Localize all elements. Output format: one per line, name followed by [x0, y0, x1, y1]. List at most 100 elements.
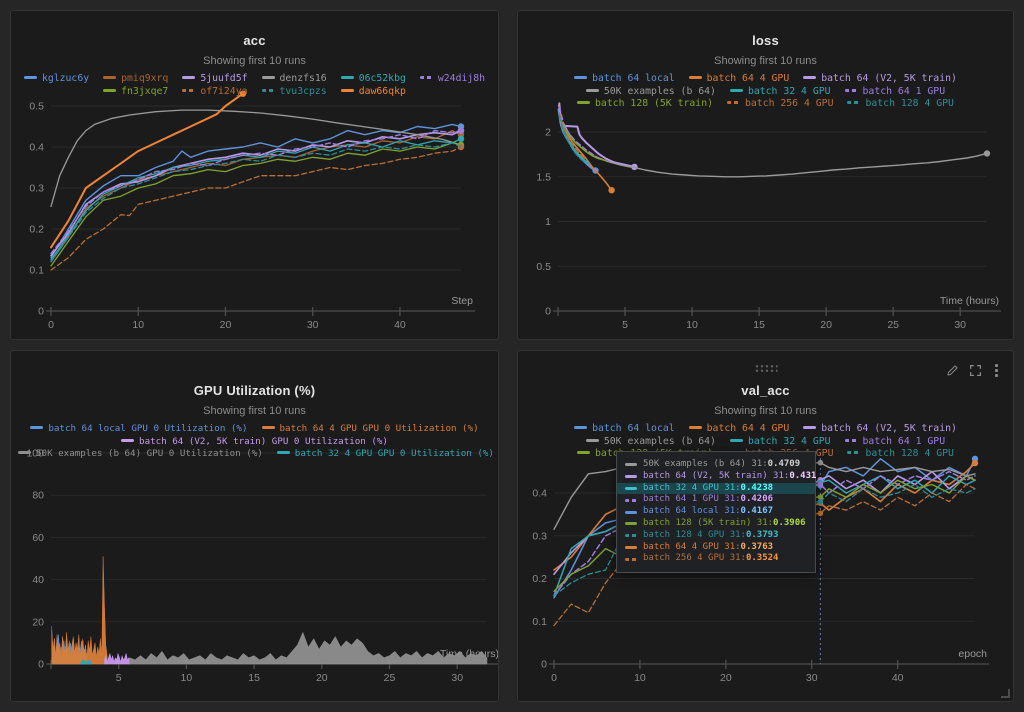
legend-item[interactable]: 50K examples (b 64) GPU 0 Utilization (%…	[18, 448, 263, 459]
tooltip-row: batch 64 4 GPU 31: 0.3763	[625, 542, 807, 554]
svg-text:80: 80	[32, 490, 44, 502]
legend-swatch	[30, 426, 44, 429]
svg-text:5: 5	[622, 319, 628, 331]
hover-tooltip: 50K examples (b 64) 31: 0.4709 batch 64 (…	[616, 451, 816, 574]
legend-item[interactable]: batch 64 (V2, 5K train)	[803, 423, 957, 434]
legend-label: kglzuc6y	[41, 73, 90, 84]
legend-swatch	[803, 426, 817, 429]
legend-item[interactable]: batch 256 4 GPU	[727, 98, 833, 109]
legend-item[interactable]: batch 64 1 GPU	[844, 85, 946, 97]
legend-item[interactable]: batch 64 (V2, 5K train) GPU 0 Utilizatio…	[121, 436, 388, 447]
legend-swatch	[844, 88, 858, 92]
legend-item[interactable]: batch 64 1 GPU	[844, 436, 945, 447]
legend-swatch	[727, 101, 740, 104]
legend-label: 06c52kbg	[358, 73, 406, 84]
legend-item[interactable]: batch 64 4 GPU	[688, 73, 789, 84]
tooltip-series-label: batch 32 4 GPU 31:	[643, 482, 741, 493]
legend-label: batch 64 4 GPU GPU 0 Utilization (%)	[279, 423, 479, 434]
legend-item[interactable]: batch 64 4 GPU	[688, 423, 789, 434]
legend-item[interactable]: kglzuc6y	[23, 73, 90, 84]
legend-label: batch 64 (V2, 5K train) GPU 0 Utilizatio…	[139, 435, 388, 447]
legend-item[interactable]: 50K examples (b 64)	[585, 436, 716, 447]
legend-item[interactable]: fn3jxqe7	[103, 86, 168, 97]
tooltip-series-label: 50K examples (b 64) 31:	[643, 459, 768, 469]
resize-corner-handle[interactable]	[1001, 689, 1010, 698]
legend-item[interactable]: batch 128 4 GPU	[847, 98, 954, 109]
legend-label: tvu3cpzs	[279, 85, 327, 97]
tooltip-swatch	[625, 475, 637, 479]
drag-handle[interactable]	[754, 364, 777, 372]
tooltip-swatch	[625, 510, 637, 514]
svg-text:0.4: 0.4	[532, 488, 547, 500]
legend-item[interactable]: tvu3cpzs	[261, 85, 327, 97]
tooltip-swatch	[625, 557, 637, 561]
svg-text:10: 10	[181, 672, 193, 684]
legend-item[interactable]: batch 128 4 GPU	[847, 448, 954, 459]
legend-label: 50K examples (b 64) GPU 0 Utilization (%…	[36, 448, 263, 459]
legend-label: batch 32 4 GPU	[747, 85, 831, 97]
legend-item[interactable]: batch 64 (V2, 5K train)	[803, 73, 957, 84]
tooltip-series-value: 0.4206	[740, 494, 774, 505]
svg-text:Step: Step	[451, 295, 473, 307]
legend-item[interactable]: batch 32 4 GPU GPU 0 Utilization (%)	[276, 448, 494, 459]
svg-text:20: 20	[316, 672, 328, 684]
legend-label: batch 64 (V2, 5K train)	[821, 423, 957, 434]
legend-label: fn3jxqe7	[121, 85, 169, 97]
legend-item[interactable]: denzfs16	[261, 73, 327, 84]
svg-text:30: 30	[307, 319, 319, 331]
svg-text:40: 40	[394, 319, 406, 331]
svg-text:0: 0	[48, 319, 54, 331]
svg-text:0: 0	[38, 659, 44, 671]
legend-swatch	[803, 76, 817, 79]
panel-gpu-utilization: GPU Utilization (%) Showing first 10 run…	[10, 350, 499, 702]
tooltip-series-label: batch 256 4 GPU 31:	[643, 553, 746, 564]
acc-plot-area[interactable]: 0 0.1 0.2 0.3 0.4 0.5 0 10 20 30 40 Step	[11, 11, 498, 339]
legend-label: daw66qkp	[358, 85, 406, 97]
legend-swatch	[103, 76, 117, 79]
legend-item[interactable]: batch 64 local	[574, 423, 675, 434]
legend-swatch	[261, 426, 275, 429]
svg-text:0.4: 0.4	[29, 142, 44, 154]
legend-label: 5juufd5f	[200, 73, 248, 84]
tooltip-series-value: 0.3763	[740, 541, 774, 552]
legend-item[interactable]: of7i24ya	[182, 86, 248, 97]
legend-item[interactable]: batch 64 4 GPU GPU 0 Utilization (%)	[261, 423, 479, 434]
tooltip-series-value: 0.3793	[745, 529, 779, 540]
edit-pencil-icon[interactable]	[946, 364, 959, 377]
legend-item[interactable]: 5juufd5f	[182, 73, 248, 84]
svg-text:100: 100	[26, 448, 44, 460]
legend-swatch	[688, 426, 702, 429]
legend-swatch	[729, 88, 743, 92]
legend-item[interactable]: batch 64 local	[574, 73, 675, 84]
legend-item[interactable]: batch 32 4 GPU	[729, 436, 831, 447]
legend-item[interactable]: pmiq9xrq	[103, 73, 168, 84]
fullscreen-icon[interactable]	[969, 364, 982, 377]
svg-text:20: 20	[32, 616, 44, 628]
legend-item[interactable]: 06c52kbg	[340, 73, 406, 84]
legend-item[interactable]: 50K examples (b 64)	[585, 85, 716, 97]
legend-item[interactable]: daw66qkp	[340, 85, 406, 97]
tooltip-series-label: batch 128 (5K train) 31:	[643, 517, 774, 528]
tooltip-row: batch 32 4 GPU 31: 0.4238	[617, 482, 815, 495]
kebab-menu-icon[interactable]	[992, 363, 1001, 378]
svg-text:0.3: 0.3	[29, 183, 44, 195]
legend-label: 50K examples (b 64)	[603, 85, 716, 97]
legend-label: batch 64 local GPU 0 Utilization (%)	[48, 423, 248, 434]
legend-swatch	[261, 88, 275, 92]
legend-item[interactable]: batch 64 local GPU 0 Utilization (%)	[30, 423, 248, 434]
panel-loss: loss Showing first 10 runs batch 64 loca…	[517, 10, 1014, 340]
legend-label: batch 64 1 GPU	[862, 85, 946, 97]
svg-text:40: 40	[32, 574, 44, 586]
svg-text:0: 0	[551, 672, 557, 684]
panel-val-acc: val_acc Showing first 10 runs batch 64 l…	[517, 350, 1014, 702]
legend-swatch	[18, 451, 31, 454]
legend-item[interactable]: batch 128 (5K train)	[577, 98, 713, 109]
legend-swatch	[261, 76, 275, 79]
legend-item[interactable]: batch 32 4 GPU	[729, 85, 831, 97]
legend-item[interactable]: w24dij8h	[419, 73, 485, 84]
tooltip-series-value: 0.4167	[740, 506, 774, 517]
svg-text:20: 20	[820, 319, 832, 331]
tooltip-series-value: 0.4238	[740, 482, 774, 493]
